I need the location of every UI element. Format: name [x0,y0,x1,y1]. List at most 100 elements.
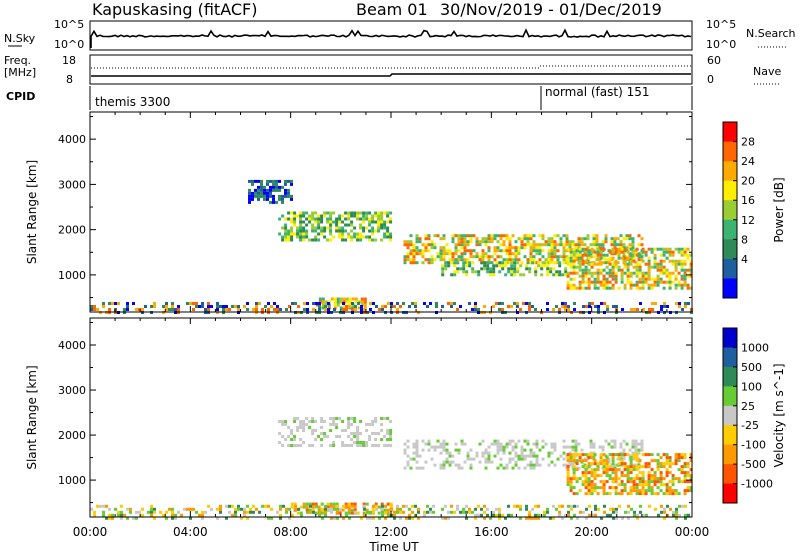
echo-pixel [326,238,330,242]
echo-pixel [287,179,290,183]
echo-pixel [451,255,455,259]
echo-pixel [626,280,630,284]
echo-pixel [665,274,669,278]
echo-pixel [144,305,147,308]
echo-pixel [351,302,354,305]
echo-pixel [610,240,614,244]
echo-pixel [594,507,597,511]
echo-pixel [371,508,375,512]
echo-pixel [496,439,500,443]
echo-pixel [424,246,428,250]
echo-pixel [647,265,651,269]
echo-pixel [547,243,551,247]
echo-pixel [662,483,666,487]
echo-pixel [195,510,198,514]
echo-pixel [531,507,534,511]
echo-pixel [534,504,537,508]
nsky-label: N.Sky [4,32,36,45]
echo-pixel [650,489,654,493]
echo-pixel [171,516,174,520]
echo-pixel [335,423,339,426]
echo-pixel [291,513,294,517]
echo-pixel [623,271,627,275]
echo-pixel [365,217,369,221]
echo-pixel [651,302,654,305]
echo-pixel [263,185,266,189]
echo-pixel [599,462,603,466]
echo-pixel [336,516,339,520]
echo-pixel [507,270,511,274]
echo-pixel [584,280,588,284]
echo-pixel [602,480,606,484]
echo-pixel [641,474,645,478]
echo-pixel [293,211,297,215]
echo-pixel [469,255,473,259]
echo-pixel [514,246,518,250]
echo-pixel [444,267,448,271]
echo-pixel [465,516,468,520]
echo-pixel [565,237,569,241]
echo-pixel [141,513,144,517]
echo-pixel [120,516,123,520]
echo-pixel [290,226,294,230]
echo-pixel [677,477,681,481]
echo-pixel [492,264,496,268]
colorbar-tick-label: 100 [741,380,762,393]
echo-pixel [606,308,609,311]
echo-pixel [584,453,588,457]
echo-pixel [535,243,539,247]
echo-pixel [617,468,621,472]
echo-pixel [635,268,639,272]
echo-pixel [471,270,475,274]
echo-pixel [448,460,452,464]
echo-pixel [368,217,372,221]
echo-pixel [263,197,266,201]
echo-pixel [665,483,669,487]
echo-pixel [492,270,496,274]
echo-pixel [345,513,348,517]
echo-pixel [406,246,410,250]
echo-pixel [547,249,551,253]
echo-pixel [613,237,617,241]
echo-pixel [683,471,687,475]
echo-pixel [291,302,294,305]
echo-pixel [332,423,336,426]
echo-pixel [135,516,138,520]
echo-pixel [451,258,455,262]
echo-pixel [508,246,512,250]
echo-pixel [635,486,639,490]
echo-pixel [656,465,660,469]
echo-pixel [610,243,614,247]
echo-pixel [610,445,614,449]
echo-pixel [611,274,615,278]
echo-pixel [659,247,663,251]
echo-pixel [620,280,624,284]
echo-pixel [568,243,572,247]
echo-pixel [338,229,342,233]
echo-pixel [278,188,281,192]
echo-pixel [353,232,357,236]
echo-pixel [590,474,594,478]
echo-pixel [513,270,517,274]
echo-pixel [578,489,582,493]
echo-pixel [602,268,606,272]
echo-pixel [622,439,626,443]
echo-pixel [302,423,306,426]
echo-pixel [501,264,505,268]
echo-pixel [641,250,645,254]
echo-pixel [635,453,639,457]
echo-pixel [288,305,291,308]
echo-pixel [406,252,410,256]
echo-pixel [356,511,360,515]
echo-pixel [263,194,266,198]
echo-pixel [441,305,444,308]
echo-pixel [251,179,254,183]
echo-pixel [344,429,348,432]
echo-pixel [451,234,455,238]
echo-pixel [615,305,618,308]
echo-pixel [314,220,318,224]
echo-pixel [447,261,451,265]
echo-pixel [623,247,627,251]
echo-pixel [596,280,600,284]
echo-pixel [483,510,486,514]
